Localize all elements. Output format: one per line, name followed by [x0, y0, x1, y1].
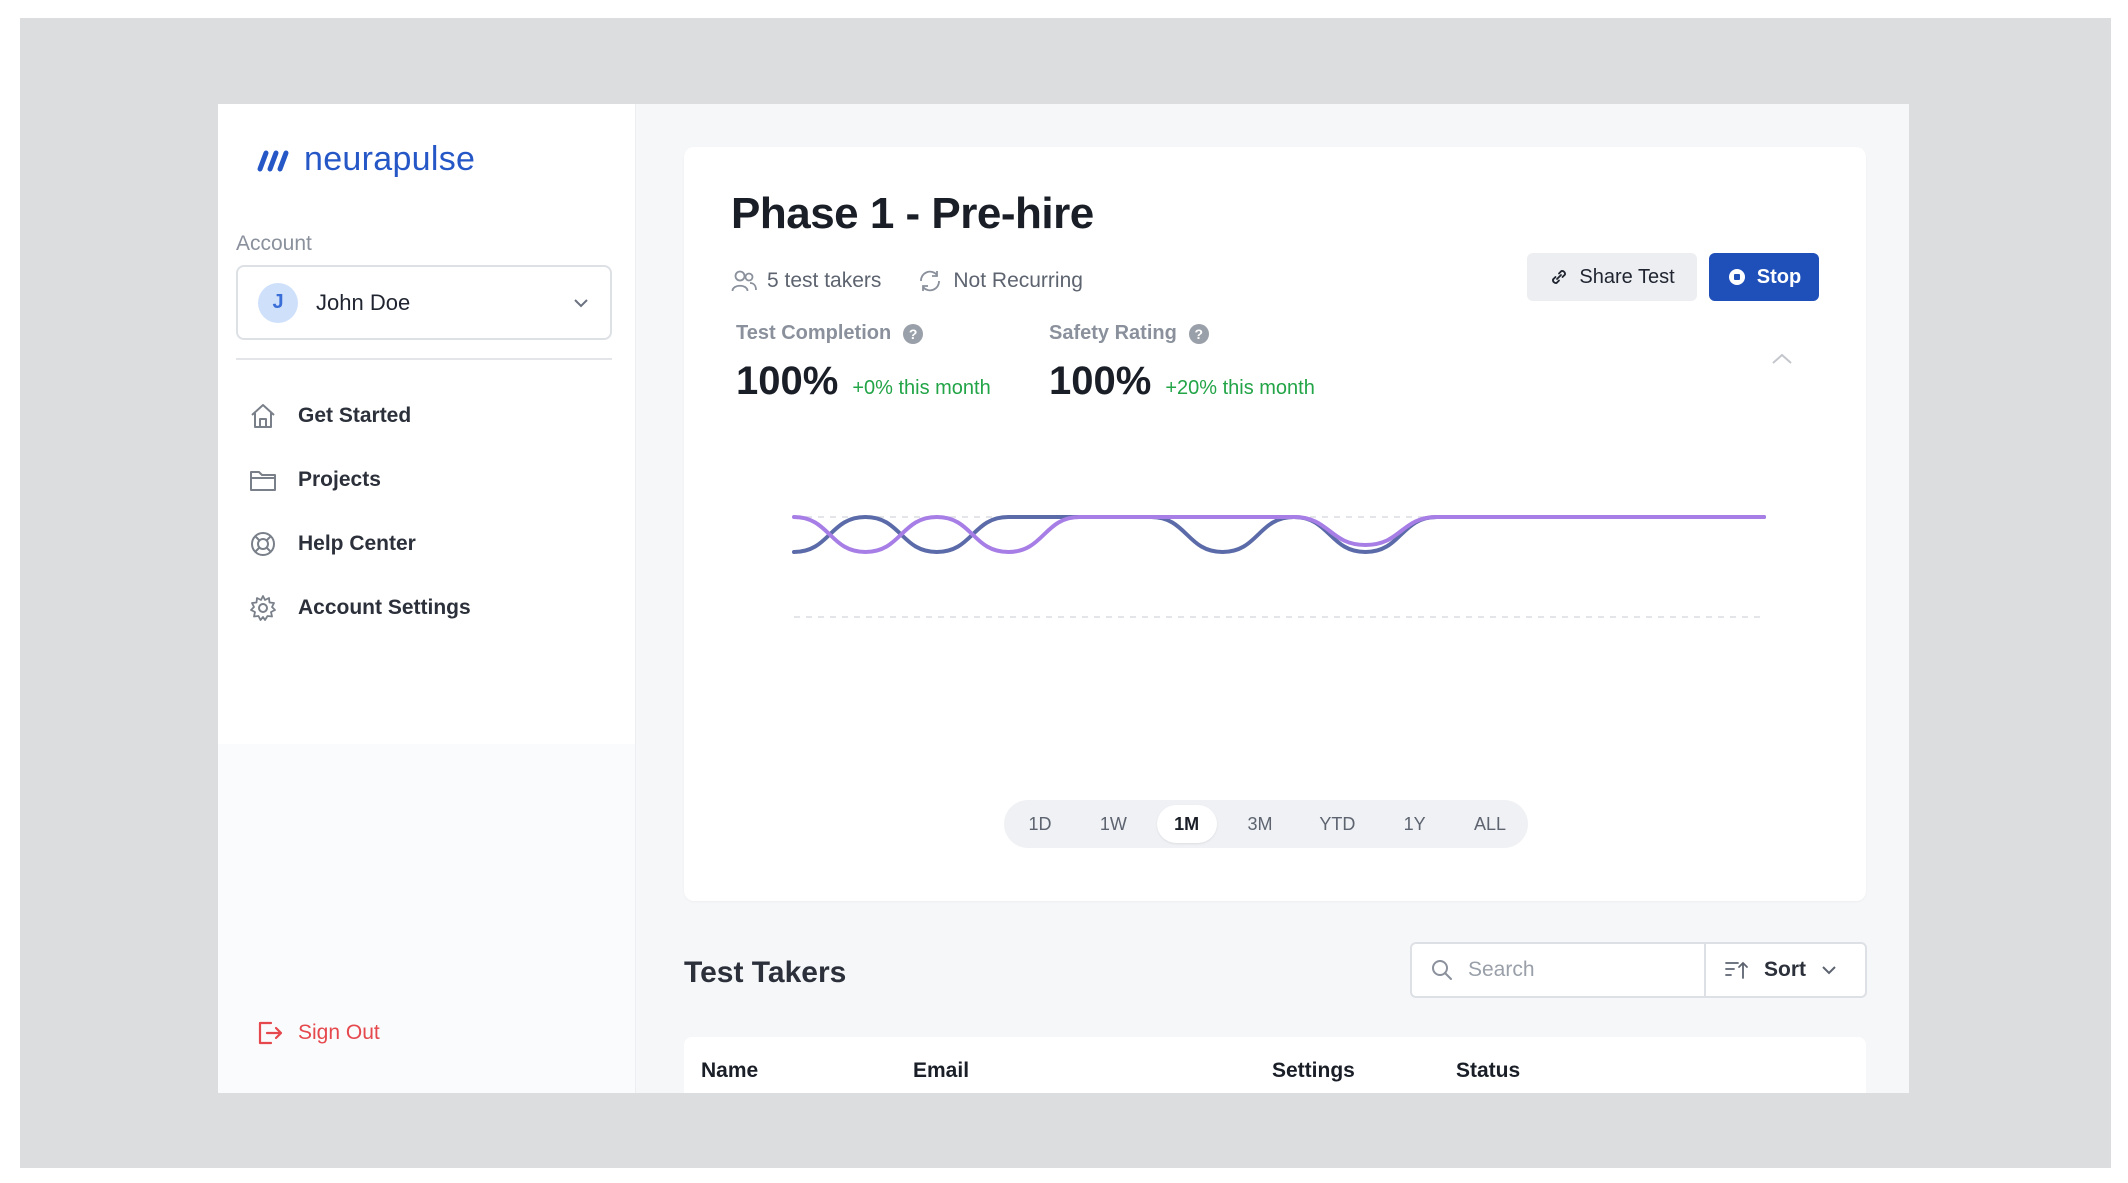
share-test-button[interactable]: Share Test: [1527, 253, 1697, 301]
sidebar-item-help-center[interactable]: Help Center: [248, 512, 471, 576]
time-range-selector: 1D 1W 1M 3M YTD 1Y ALL: [1004, 800, 1528, 848]
column-header-email[interactable]: Email: [913, 1059, 970, 1082]
help-icon[interactable]: ?: [1188, 323, 1209, 344]
range-1d[interactable]: 1D: [1028, 813, 1052, 834]
metric-delta: +0% this month: [852, 377, 991, 399]
sidebar-item-label: Help Center: [298, 532, 416, 555]
range-1m[interactable]: 1M: [1156, 805, 1217, 843]
sign-out-label: Sign Out: [298, 1021, 380, 1044]
chevron-down-icon: [574, 298, 588, 307]
metric-delta: +20% this month: [1165, 377, 1315, 399]
metric-label: Test Completion: [736, 322, 892, 344]
search-placeholder: Search: [1468, 958, 1535, 981]
sort-label: Sort: [1764, 958, 1806, 981]
column-header-name[interactable]: Name: [701, 1059, 759, 1082]
sidebar: neurapulse Account J John Doe Get Starte…: [218, 104, 636, 1093]
test-takers-table: Name Email Settings Status: [684, 1037, 1866, 1093]
metric-label: Safety Rating: [1049, 322, 1177, 344]
brand-logo[interactable]: neurapulse: [256, 140, 475, 179]
test-takers-label: 5 test takers: [767, 269, 882, 292]
section-title: Test Takers: [684, 956, 847, 989]
metric-safety-rating: Safety Rating ? 100% +20% this month: [1049, 322, 1315, 404]
search-sort-bar: Search Sort: [1410, 942, 1867, 998]
chevron-up-icon[interactable]: [1770, 351, 1794, 367]
sidebar-nav: Get Started Projects Help Center: [248, 384, 471, 640]
sidebar-item-get-started[interactable]: Get Started: [248, 384, 471, 448]
home-icon: [251, 404, 275, 428]
range-3m[interactable]: 3M: [1247, 813, 1273, 834]
account-name: John Doe: [316, 289, 411, 315]
link-icon: [1552, 270, 1567, 284]
sidebar-item-label: Account Settings: [298, 596, 471, 619]
column-header-settings[interactable]: Settings: [1272, 1059, 1355, 1082]
help-icon[interactable]: ?: [903, 323, 924, 344]
neurapulse-logo-icon: [257, 150, 289, 171]
search-icon: [1432, 960, 1452, 980]
series-line-2: [792, 514, 1766, 555]
chevron-down-icon: [1822, 966, 1836, 975]
stop-icon: [1728, 269, 1745, 285]
recurrence-status: Not Recurring: [917, 269, 1083, 293]
test-takers-count: 5 test takers: [731, 269, 881, 293]
sign-out-icon: [258, 1021, 283, 1045]
users-icon: [731, 270, 757, 292]
share-test-label: Share Test: [1579, 265, 1675, 288]
page-title: Phase 1 - Pre-hire: [731, 189, 1094, 238]
range-1w[interactable]: 1W: [1099, 813, 1127, 834]
test-overview-card: Phase 1 - Pre-hire 5 test takers Not Rec…: [684, 147, 1866, 901]
test-meta: 5 test takers Not Recurring: [731, 269, 1083, 293]
column-header-status[interactable]: Status: [1456, 1059, 1521, 1082]
recurrence-label: Not Recurring: [953, 269, 1083, 292]
avatar: J: [258, 282, 298, 323]
sidebar-divider: [236, 358, 612, 360]
metric-value: 100%: [736, 359, 839, 403]
sign-out-button[interactable]: Sign Out: [254, 1018, 380, 1048]
range-1y[interactable]: 1Y: [1403, 813, 1426, 834]
sidebar-item-label: Projects: [298, 468, 381, 491]
stop-button[interactable]: Stop: [1709, 253, 1819, 301]
sort-icon: [1725, 961, 1748, 979]
search-input[interactable]: Search: [1412, 944, 1706, 996]
series-line-1: [792, 514, 1766, 555]
stop-label: Stop: [1756, 265, 1802, 288]
refresh-icon: [920, 270, 941, 292]
brand-name: neurapulse: [304, 140, 476, 178]
metric-value: 100%: [1049, 359, 1152, 403]
range-all[interactable]: ALL: [1473, 813, 1506, 834]
lifebuoy-icon: [251, 532, 275, 556]
sidebar-item-account-settings[interactable]: Account Settings: [248, 576, 471, 640]
metric-test-completion: Test Completion ? 100% +0% this month: [736, 322, 991, 404]
sidebar-item-label: Get Started: [298, 404, 412, 427]
account-label: Account: [236, 232, 312, 255]
app-window: neurapulse Account J John Doe Get Starte…: [218, 104, 1909, 1093]
account-select[interactable]: J John Doe: [236, 265, 612, 340]
sidebar-item-projects[interactable]: Projects: [248, 448, 471, 512]
gear-icon: [250, 595, 276, 621]
sort-dropdown[interactable]: Sort: [1706, 944, 1865, 996]
folder-icon: [250, 471, 276, 491]
range-ytd[interactable]: YTD: [1319, 813, 1356, 834]
trend-chart: [792, 514, 1766, 618]
